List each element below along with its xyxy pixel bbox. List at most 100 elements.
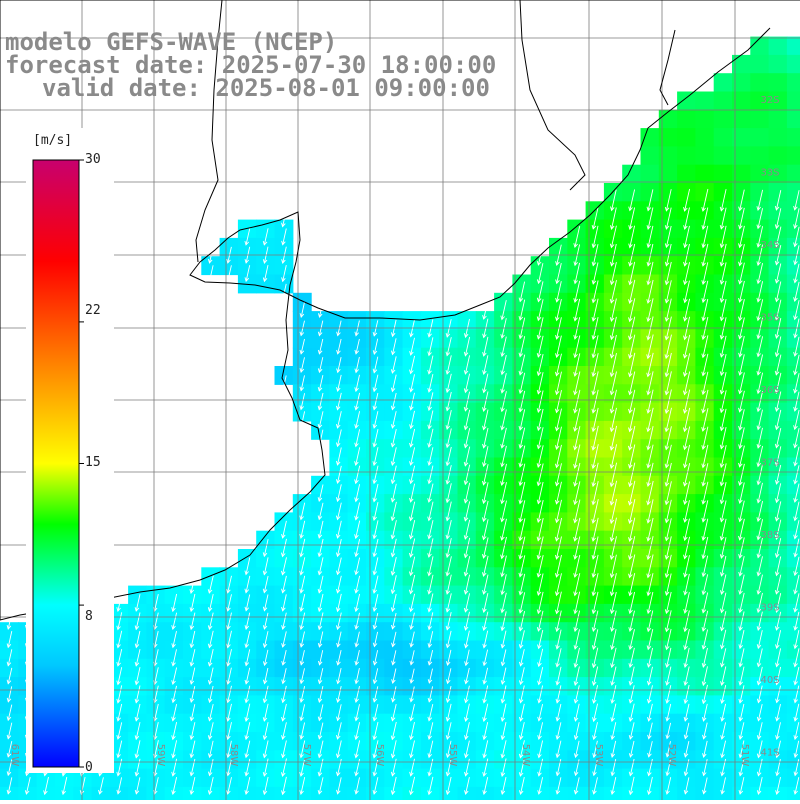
wind-arrow	[537, 685, 544, 704]
field-cell	[256, 640, 276, 660]
field-cell	[695, 658, 715, 678]
wind-arrow	[554, 463, 562, 487]
wind-arrow	[573, 426, 581, 451]
wind-arrow	[683, 518, 690, 542]
wind-arrow	[336, 704, 342, 722]
field-cell	[347, 329, 367, 349]
wind-arrow	[427, 428, 434, 448]
wind-arrow	[628, 462, 636, 488]
wind-arrow	[793, 611, 800, 631]
wind-arrow	[354, 502, 361, 521]
wind-arrow	[554, 353, 562, 377]
field-cell	[549, 713, 568, 733]
field-cell	[512, 420, 532, 440]
wind-arrow	[189, 612, 196, 631]
wind-arrow	[647, 722, 653, 740]
wind-arrow	[463, 355, 471, 375]
wind-arrow	[719, 372, 727, 395]
wind-arrow	[409, 428, 416, 448]
field-cell	[475, 347, 495, 367]
field-cell	[439, 658, 459, 678]
wind-arrow	[116, 777, 123, 795]
field-cell	[109, 713, 129, 733]
field-cell	[219, 768, 239, 788]
wind-arrow	[226, 777, 232, 795]
field-cell	[366, 640, 385, 660]
wind-arrow	[554, 591, 562, 615]
field-cell	[549, 292, 568, 312]
field-cell	[274, 622, 294, 642]
field-cell	[768, 73, 788, 93]
wind-arrow	[391, 650, 397, 666]
field-cell	[512, 311, 532, 330]
wind-arrow	[189, 777, 196, 796]
field-cell	[384, 713, 404, 733]
wind-arrow	[701, 353, 709, 377]
wind-arrow	[628, 371, 636, 396]
field-cell	[732, 311, 751, 330]
field-cell	[622, 603, 642, 623]
wind-arrow	[500, 409, 507, 431]
field-cell	[549, 695, 568, 715]
field-cell	[183, 603, 202, 623]
field-cell	[0, 750, 19, 770]
wind-arrow	[537, 703, 544, 722]
field-cell	[292, 713, 312, 733]
wind-arrow	[628, 389, 636, 414]
wind-arrow	[335, 722, 342, 740]
wind-arrow	[262, 631, 269, 649]
field-cell	[786, 402, 800, 422]
wind-arrow	[500, 500, 507, 523]
wind-arrow	[610, 610, 617, 633]
field-cell	[768, 402, 788, 422]
field-cell	[640, 128, 660, 147]
field-cell	[128, 768, 147, 788]
field-cell	[585, 567, 605, 587]
field-cell	[658, 256, 678, 276]
field-cell	[347, 695, 367, 715]
field-cell	[603, 201, 623, 221]
wind-arrow	[683, 225, 690, 249]
wind-arrow	[793, 538, 800, 558]
field-cell	[786, 256, 800, 276]
field-cell	[475, 732, 495, 751]
field-cell	[585, 494, 605, 513]
wind-arrow	[774, 483, 782, 504]
field-cell	[622, 677, 642, 696]
field-cell	[677, 329, 696, 349]
wind-arrow	[372, 483, 379, 503]
wind-arrow	[646, 480, 654, 506]
wind-arrow	[774, 190, 782, 211]
field-cell	[585, 329, 605, 349]
field-cell	[311, 329, 330, 349]
field-cell	[750, 677, 770, 696]
field-cell	[768, 439, 788, 459]
lon-label: 55W	[447, 744, 458, 767]
field-cell	[311, 713, 330, 733]
wind-arrow	[537, 648, 544, 668]
field-cell	[146, 768, 166, 788]
field-cell	[347, 622, 367, 642]
field-cell	[164, 585, 184, 605]
field-cell	[786, 732, 800, 751]
field-cell	[585, 384, 605, 404]
field-cell	[274, 256, 294, 276]
field-cell	[768, 585, 788, 605]
colorbar-tick-8: 8	[85, 609, 93, 624]
wind-arrow	[683, 703, 690, 722]
wind-arrow	[518, 573, 526, 596]
field-cell	[384, 567, 404, 587]
field-cell	[622, 201, 642, 221]
field-cell	[402, 585, 422, 605]
field-cell	[695, 366, 715, 385]
wind-arrow	[372, 740, 379, 759]
wind-arrow	[317, 520, 324, 539]
field-cell	[549, 237, 568, 257]
field-cell	[585, 366, 605, 385]
field-cell	[0, 622, 19, 642]
field-cell	[658, 585, 678, 605]
field-cell	[549, 329, 568, 349]
field-cell	[640, 713, 660, 733]
field-cell	[128, 713, 147, 733]
field-cell	[420, 695, 440, 715]
